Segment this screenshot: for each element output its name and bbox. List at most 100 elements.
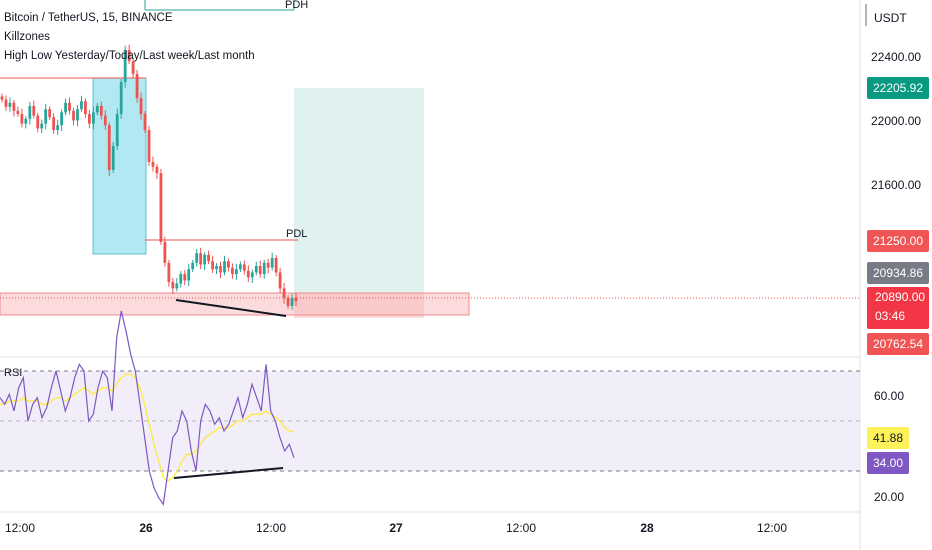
candle-body [238, 264, 242, 270]
candle-body [199, 253, 203, 265]
candle-body [159, 173, 163, 242]
candle-body [123, 50, 127, 82]
candle-body [56, 125, 60, 130]
candle-body [84, 101, 87, 114]
time-label: 12:00 [505, 521, 537, 535]
candle-body [52, 117, 56, 130]
candle-body [294, 298, 298, 302]
candle-body [0, 96, 4, 100]
candle-body [167, 262, 171, 282]
indicator-high-low[interactable]: High Low Yesterday/Today/Last week/Last … [4, 50, 255, 62]
price-tick: 22400.00 [871, 50, 922, 64]
candle-body [12, 102, 16, 111]
candle-body [231, 267, 234, 274]
candle-body [179, 274, 183, 284]
pdl-label: PDL [286, 228, 307, 240]
candle-body [250, 272, 254, 278]
candle-body [68, 102, 71, 111]
candle-body [44, 109, 48, 124]
candle-body [262, 262, 266, 274]
candle-body [16, 110, 20, 114]
candle-body [191, 262, 195, 270]
candle-body [4, 99, 8, 107]
bar-countdown: 03:46 [875, 309, 906, 323]
candle-body [88, 114, 91, 124]
price-divergence-line[interactable] [175, 299, 287, 317]
candle-body [151, 162, 155, 167]
price-tick: 21600.00 [871, 178, 922, 192]
candle-body [155, 166, 159, 174]
candle-body [274, 258, 278, 273]
candle-body [290, 298, 294, 306]
indicator-killzones[interactable]: Killzones [4, 31, 51, 43]
current-price-tag: 20890.00 03:46 [867, 287, 929, 329]
candle-body [254, 266, 258, 273]
candle-body [187, 269, 191, 281]
time-label: 12:00 [4, 521, 36, 535]
pdh-label: PDH [285, 0, 308, 11]
profit-zone[interactable] [294, 88, 424, 293]
candle-body [95, 106, 99, 113]
candle-body [28, 106, 32, 119]
candle-body [183, 274, 187, 281]
stop-price-tag: 20762.54 [867, 333, 929, 355]
candle-body [76, 109, 79, 121]
candle-body [80, 101, 83, 110]
time-label: 28 [640, 521, 654, 535]
candle-body [246, 270, 250, 278]
pdl-price-tag: 21250.00 [867, 230, 929, 252]
current-price-value: 20890.00 [875, 290, 926, 304]
candle-body [207, 254, 210, 262]
candle-body [107, 125, 111, 170]
candle-body [195, 253, 199, 263]
rsi-legend[interactable]: RSI [4, 367, 23, 379]
candle-body [20, 114, 24, 124]
rsi-line [0, 310, 295, 506]
candle-body [72, 110, 75, 121]
rsi-value-tag: 34.00 [867, 452, 909, 474]
rsi-ma-line [0, 373, 295, 482]
candle-body [235, 269, 238, 274]
currency-label[interactable]: USDT [874, 11, 907, 25]
candle-body [223, 261, 226, 273]
candle-body [111, 146, 115, 170]
candle-body [103, 115, 107, 126]
candle-body [282, 288, 286, 298]
candle-body [99, 106, 103, 116]
candle-body [278, 272, 282, 289]
candle-body [8, 102, 12, 107]
support-zone[interactable] [0, 292, 470, 316]
candle-body [131, 61, 135, 74]
candlestick-series [0, 44, 298, 310]
rsi-tick: 60.00 [874, 389, 905, 403]
candle-body [270, 258, 274, 268]
symbol-title[interactable]: Bitcoin / TetherUS, 15, BINANCE [4, 12, 173, 24]
candle-body [258, 266, 262, 274]
candle-body [119, 82, 123, 114]
candle-body [163, 242, 167, 263]
candle-body [24, 118, 28, 124]
candle-body [242, 264, 246, 271]
candle-body [171, 282, 175, 289]
time-label: 12:00 [756, 521, 788, 535]
rsi-ma-value-tag: 41.88 [867, 427, 909, 449]
rsi-band [0, 371, 860, 471]
candle-body [40, 123, 44, 129]
candle-body [227, 261, 230, 268]
candle-body [36, 115, 40, 129]
candle-body [215, 266, 218, 270]
candle-body [127, 50, 131, 62]
time-label: 26 [139, 521, 153, 535]
candle-body [135, 74, 139, 98]
rsi-divergence-line[interactable] [173, 467, 284, 479]
target-price-tag: 22205.92 [867, 77, 929, 99]
candle-body [139, 98, 143, 114]
candle-body [48, 109, 52, 118]
candle-body [286, 298, 290, 306]
last-price-tag: 20934.86 [867, 262, 929, 284]
candle-body [203, 254, 207, 265]
candle-body [147, 130, 151, 162]
candle-body [219, 266, 222, 273]
